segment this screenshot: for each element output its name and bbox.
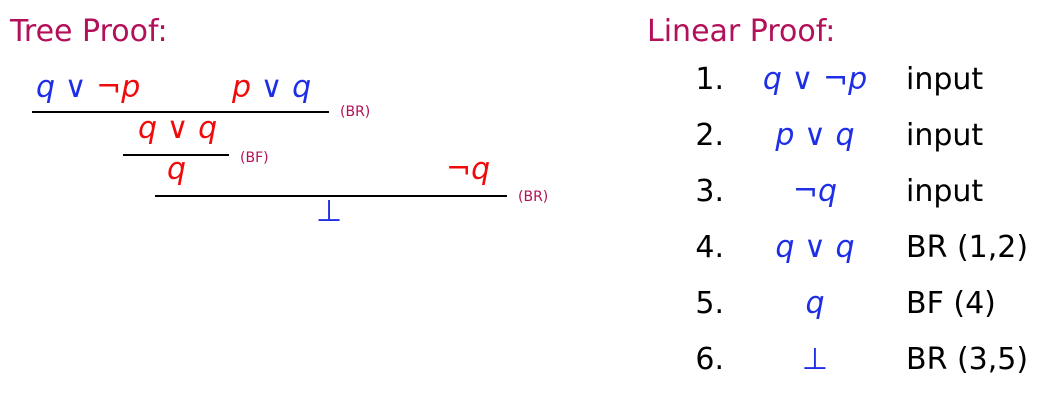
row-formula: q <box>805 286 825 321</box>
tree-premise-p-or-q: p ∨ q <box>232 70 312 105</box>
row-number: 5. <box>695 286 724 321</box>
row-justification: input <box>906 62 984 97</box>
linear-row-5: 5. q BF (4) <box>660 284 1060 324</box>
linear-row-1: 1. q ∨ ¬p input <box>660 60 1060 100</box>
linear-row-4: 4. q ∨ q BR (1,2) <box>660 228 1060 268</box>
row-formula: ¬q <box>792 174 838 209</box>
tree-conclusion-bottom: ⊥ <box>316 194 343 229</box>
linear-proof-title: Linear Proof: <box>647 14 836 49</box>
tree-step-q-or-q: q ∨ q <box>138 111 218 146</box>
tree-rule-line-3 <box>155 195 507 197</box>
tree-rule-line-1 <box>32 111 329 113</box>
tree-rule-label-br-2: (BR) <box>518 189 549 205</box>
row-number: 6. <box>695 342 724 377</box>
tree-premise-not-q: ¬q <box>446 152 491 187</box>
row-justification: input <box>906 118 984 153</box>
row-number: 4. <box>695 230 724 265</box>
tree-step-q: q <box>167 152 187 187</box>
tree-proof-title: Tree Proof: <box>10 14 168 49</box>
row-number: 1. <box>695 62 724 97</box>
row-justification: BF (4) <box>906 286 996 321</box>
linear-row-6: 6. ⊥ BR (3,5) <box>660 340 1060 380</box>
tree-rule-label-bf: (BF) <box>240 150 269 166</box>
tree-rule-line-2 <box>123 154 229 156</box>
tree-rule-label-br-1: (BR) <box>340 104 371 120</box>
row-justification: BR (1,2) <box>906 230 1029 265</box>
row-formula: q ∨ q <box>775 230 855 265</box>
row-number: 2. <box>695 118 724 153</box>
row-justification: input <box>906 174 984 209</box>
row-number: 3. <box>695 174 724 209</box>
row-justification: BR (3,5) <box>906 342 1029 377</box>
linear-row-3: 3. ¬q input <box>660 172 1060 212</box>
row-formula: q ∨ ¬p <box>762 62 868 97</box>
tree-premise-q-or-not-p: q ∨ ¬p <box>36 70 141 105</box>
row-formula: ⊥ <box>801 342 829 377</box>
linear-row-2: 2. p ∨ q input <box>660 116 1060 156</box>
row-formula: p ∨ q <box>775 118 855 153</box>
